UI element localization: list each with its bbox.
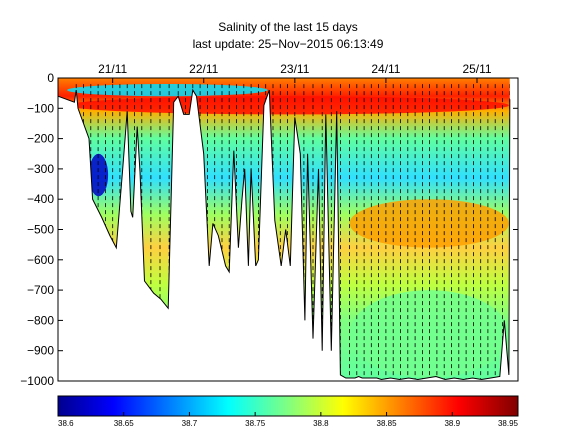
y-tick-label: −700 xyxy=(27,283,54,297)
bottom-outline xyxy=(57,88,511,381)
field-feature xyxy=(67,84,268,97)
chart-subtitle: last update: 25−Nov−2015 06:13:49 xyxy=(193,37,384,51)
y-tick-label: −400 xyxy=(27,192,54,206)
colorbar-tick-label: 38.8 xyxy=(313,419,329,428)
y-tick-label: −600 xyxy=(27,253,54,267)
chart-title: Salinity of the last 15 days xyxy=(218,20,357,34)
colorbar-tick-label: 38.75 xyxy=(245,419,266,428)
colorbar-tick-label: 38.7 xyxy=(182,419,198,428)
y-tick-label: 0 xyxy=(47,71,54,85)
colorbar-gradient xyxy=(57,395,519,417)
colorbar-tick-label: 38.9 xyxy=(444,419,460,428)
x-tick-label: 22/11 xyxy=(189,62,218,76)
field-feature xyxy=(67,96,509,115)
salinity-field xyxy=(58,78,510,380)
y-tick-label: −800 xyxy=(27,313,54,327)
y-tick-label: −200 xyxy=(27,132,54,146)
y-tick-label: −300 xyxy=(27,162,54,176)
plot-area: 21/11 22/11 23/11 24/11 25/11 0 −100 −200 −300 −… xyxy=(20,62,519,388)
x-axis: 21/11 22/11 23/11 24/11 25/11 xyxy=(98,62,492,83)
y-axis: 0 −100 −200 −300 −400 −500 −600 −700 −800 −900 −10… xyxy=(20,71,518,388)
y-tick-label: −500 xyxy=(27,223,54,237)
colorbar-tick-label: 38.6 xyxy=(58,419,74,428)
field-feature xyxy=(349,290,509,378)
y-tick-label: −100 xyxy=(27,101,54,115)
x-tick-label: 21/11 xyxy=(98,62,127,76)
colorbar-tick-label: 38.95 xyxy=(498,419,519,428)
x-tick-label: 25/11 xyxy=(462,62,491,76)
colorbar-tick-label: 38.65 xyxy=(114,419,135,428)
colorbar-ticks: 38.6 38.65 38.7 38.75 38.8 38.85 38.9 38.95 xyxy=(57,412,519,428)
y-tick-label: −1000 xyxy=(20,374,54,388)
field-feature xyxy=(88,153,109,197)
colorbar-tick-label: 38.85 xyxy=(377,419,398,428)
y-tick-label: −900 xyxy=(27,344,54,358)
x-tick-label: 23/11 xyxy=(280,62,309,76)
colorbar: 38.6 38.65 38.7 38.75 38.8 38.85 38.9 38.95 xyxy=(57,395,519,428)
x-tick-label: 24/11 xyxy=(371,62,400,76)
field-feature xyxy=(349,199,509,248)
